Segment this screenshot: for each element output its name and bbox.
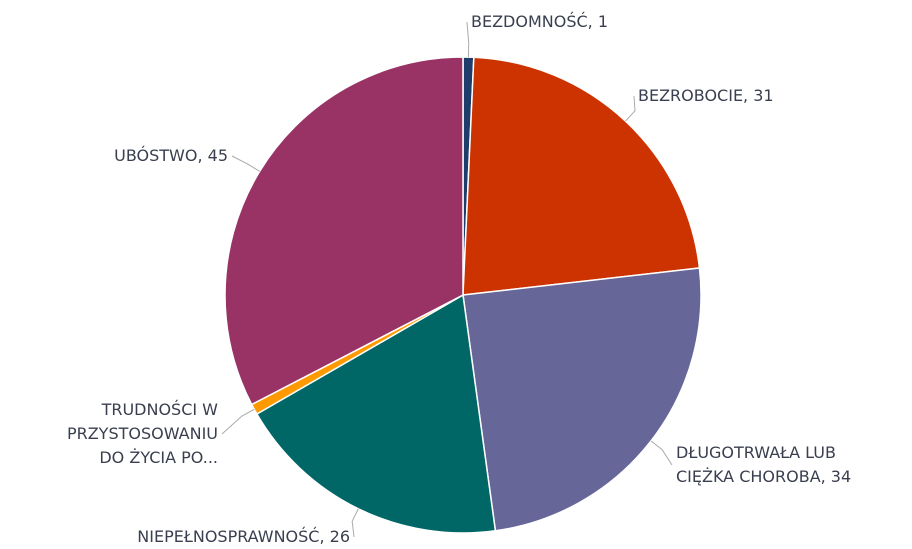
label-line: DO ŻYCIA PO...: [99, 448, 218, 467]
pie-slice: [462, 56, 701, 296]
label-line: UBÓSTWO, 45: [114, 146, 228, 165]
leader-line: [625, 95, 636, 122]
label-line: PRZYSTOSOWANIU: [67, 424, 218, 443]
label-line: BEZDOMNOŚĆ, 1: [471, 12, 608, 31]
leader-line: [221, 408, 255, 435]
label-line: NIEPEŁNOSPRAWNOŚĆ, 26: [137, 527, 350, 546]
label-line: DŁUGOTRWAŁA LUB: [676, 443, 836, 462]
leader-line: [351, 508, 359, 538]
data-label: UBÓSTWO, 45: [114, 146, 228, 165]
leader-line: [231, 155, 260, 172]
label-line: CIĘŻKA CHOROBA, 34: [676, 467, 851, 486]
pie-slice: [462, 267, 702, 532]
data-label: NIEPEŁNOSPRAWNOŚĆ, 26: [137, 527, 350, 546]
leader-line: [650, 440, 673, 466]
data-label: TRUDNOŚCI W PRZYSTOSOWANIU DO ŻYCIA PO...: [67, 400, 218, 467]
label-line: TRUDNOŚCI W: [101, 400, 219, 419]
label-line: BEZROBOCIE, 31: [638, 86, 774, 105]
data-label: DŁUGOTRWAŁA LUB CIĘŻKA CHOROBA, 34: [676, 443, 851, 486]
data-label: BEZDOMNOŚĆ, 1: [471, 12, 608, 31]
data-label: BEZROBOCIE, 31: [638, 86, 774, 105]
leader-line: [466, 21, 470, 58]
pie-slice: [255, 293, 497, 534]
